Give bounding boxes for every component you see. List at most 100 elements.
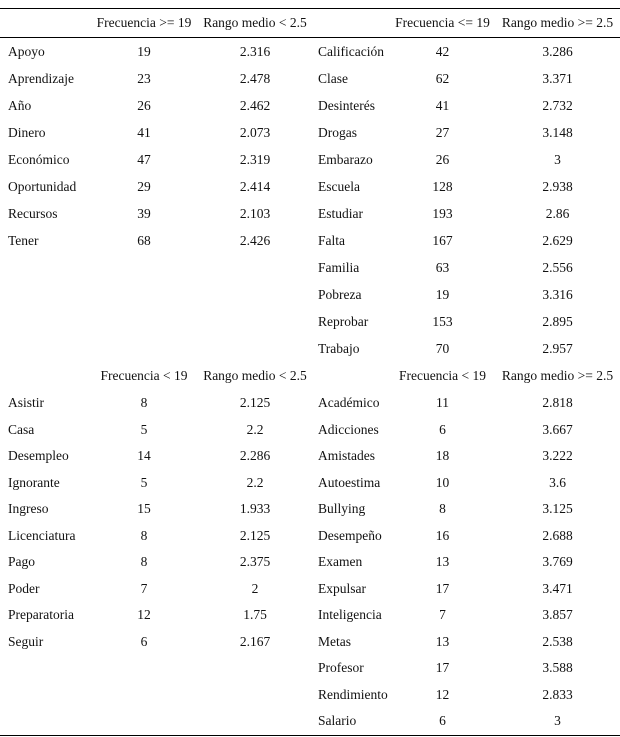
word-cell: Expulsar bbox=[318, 580, 366, 596]
rank-cell: 2.426 bbox=[239, 232, 271, 248]
rank-cell: 2.818 bbox=[542, 395, 573, 411]
rank-cell: 2.125 bbox=[239, 395, 271, 411]
rank-cell: 2.688 bbox=[542, 527, 573, 543]
word-cell: Apoyo bbox=[8, 43, 45, 59]
word-cell: Metas bbox=[318, 633, 351, 649]
word-cell: Seguir bbox=[8, 633, 44, 649]
word-cell: Poder bbox=[8, 580, 40, 596]
frequency-cell: 17 bbox=[435, 580, 450, 596]
frequency-cell: 68 bbox=[137, 232, 151, 248]
word-cell: Rendimiento bbox=[318, 686, 388, 702]
word-cell: Casa bbox=[8, 421, 35, 437]
table-row: Oportunidad 29 2.414 Escuela 128 2.938 bbox=[0, 173, 620, 200]
rank-cell: 3.148 bbox=[542, 124, 573, 140]
rank-cell: 2.319 bbox=[239, 151, 271, 167]
frequency-cell: 26 bbox=[137, 97, 151, 113]
frequency-cell: 17 bbox=[435, 660, 450, 676]
bottom-rule bbox=[0, 734, 620, 736]
rank-cell: 2 bbox=[251, 580, 259, 596]
top-rule bbox=[0, 8, 620, 9]
table-row: Tener 68 2.426 Falta 167 2.629 bbox=[0, 227, 620, 254]
frequency-cell: 193 bbox=[432, 205, 453, 221]
word-cell: Amistades bbox=[318, 448, 375, 464]
table-row: Apoyo 19 2.316 Calificación 42 3.286 bbox=[0, 38, 620, 65]
word-cell: Embarazo bbox=[318, 151, 373, 167]
frequency-cell: 19 bbox=[137, 43, 151, 59]
frequency-cell: 18 bbox=[435, 448, 450, 464]
word-cell: Desempeño bbox=[318, 527, 382, 543]
rank-cell: 3.769 bbox=[542, 554, 573, 570]
rank-cell: 2.073 bbox=[239, 124, 271, 140]
frequency-cell: 12 bbox=[137, 607, 151, 623]
frequency-cell: 5 bbox=[140, 474, 148, 490]
table-row: Pago 8 2.375 Examen 13 3.769 bbox=[0, 549, 620, 576]
word-cell: Económico bbox=[8, 151, 70, 167]
frequency-cell: 63 bbox=[435, 259, 450, 275]
rank-cell: 2.375 bbox=[239, 554, 271, 570]
rank-cell: 2.938 bbox=[542, 178, 573, 194]
rank-cell: 2.629 bbox=[542, 232, 573, 248]
word-cell: Falta bbox=[318, 232, 345, 248]
rank-cell: 1.75 bbox=[243, 607, 267, 623]
frequency-cell: 39 bbox=[137, 205, 151, 221]
rank-cell: 3.588 bbox=[542, 660, 573, 676]
frequency-cell: 8 bbox=[140, 554, 148, 570]
frequency-cell: 19 bbox=[435, 286, 450, 302]
word-cell: Desempleo bbox=[8, 448, 69, 464]
table-row: Año 26 2.462 Desinterés 41 2.732 bbox=[0, 92, 620, 119]
frequency-cell: 23 bbox=[137, 70, 151, 86]
section-2-header-row: Frecuencia < 19 Rango medio < 2.5 Frecue… bbox=[0, 362, 620, 390]
frequency-cell: 7 bbox=[439, 607, 446, 623]
word-cell: Reprobar bbox=[318, 313, 369, 329]
frequency-cell: 6 bbox=[140, 633, 148, 649]
frequency-cell: 6 bbox=[439, 713, 446, 729]
rank-cell: 3.125 bbox=[542, 501, 573, 517]
rank-cell: 3.222 bbox=[542, 448, 573, 464]
rank-cell: 3.667 bbox=[542, 421, 573, 437]
word-cell: Aprendizaje bbox=[8, 70, 74, 86]
table-row: Salario 6 3 bbox=[0, 708, 620, 735]
frequency-cell: 14 bbox=[137, 448, 151, 464]
word-cell: Pobreza bbox=[318, 286, 362, 302]
word-cell: Familia bbox=[318, 259, 360, 275]
right-frequency-header: Frecuencia <= 19 bbox=[395, 15, 490, 30]
word-cell: Inteligencia bbox=[318, 607, 382, 623]
frequency-cell: 13 bbox=[435, 633, 450, 649]
table-row: Preparatoria 12 1.75 Inteligencia 7 3.857 bbox=[0, 602, 620, 629]
rank-cell: 2.538 bbox=[542, 633, 573, 649]
left-rank-header: Rango medio < 2.5 bbox=[203, 15, 307, 30]
word-cell: Trabajo bbox=[318, 340, 360, 356]
frequency-cell: 8 bbox=[140, 527, 148, 543]
section-1-header-row: Frecuencia >= 19 Rango medio < 2.5 Frecu… bbox=[0, 9, 620, 37]
rank-cell: 2.167 bbox=[239, 633, 271, 649]
word-cell: Preparatoria bbox=[8, 607, 74, 623]
rank-cell: 3.371 bbox=[542, 70, 573, 86]
table-row: Económico 47 2.319 Embarazo 26 3 bbox=[0, 146, 620, 173]
right-rank-header: Rango medio >= 2.5 bbox=[501, 368, 614, 383]
word-cell: Ignorante bbox=[8, 474, 60, 490]
table-row: Profesor 17 3.588 bbox=[0, 655, 620, 682]
rank-cell: 2.286 bbox=[239, 448, 271, 464]
rank-cell: 3.857 bbox=[542, 607, 573, 623]
table-row: Licenciatura 8 2.125 Desempeño 16 2.688 bbox=[0, 523, 620, 550]
frequency-cell: 27 bbox=[435, 124, 450, 140]
word-cell: Oportunidad bbox=[8, 178, 77, 194]
rank-cell: 2.556 bbox=[542, 259, 573, 275]
word-cell: Drogas bbox=[318, 124, 357, 140]
word-cell: Tener bbox=[8, 232, 39, 248]
frequency-cell: 8 bbox=[140, 395, 148, 411]
word-cell: Profesor bbox=[318, 660, 364, 676]
frequency-cell: 15 bbox=[137, 501, 151, 517]
frequency-cell: 16 bbox=[435, 527, 450, 543]
rank-cell: 3.471 bbox=[542, 580, 573, 596]
word-cell: Estudiar bbox=[318, 205, 363, 221]
word-cell: Escuela bbox=[318, 178, 360, 194]
word-cell: Adicciones bbox=[318, 421, 379, 437]
table-row: Casa 5 2.2 Adicciones 6 3.667 bbox=[0, 417, 620, 444]
word-cell: Licenciatura bbox=[8, 527, 76, 543]
frequency-cell: 62 bbox=[435, 70, 450, 86]
frequency-cell: 128 bbox=[432, 178, 453, 194]
rank-cell: 2.414 bbox=[239, 178, 271, 194]
rank-cell: 2.732 bbox=[542, 97, 573, 113]
